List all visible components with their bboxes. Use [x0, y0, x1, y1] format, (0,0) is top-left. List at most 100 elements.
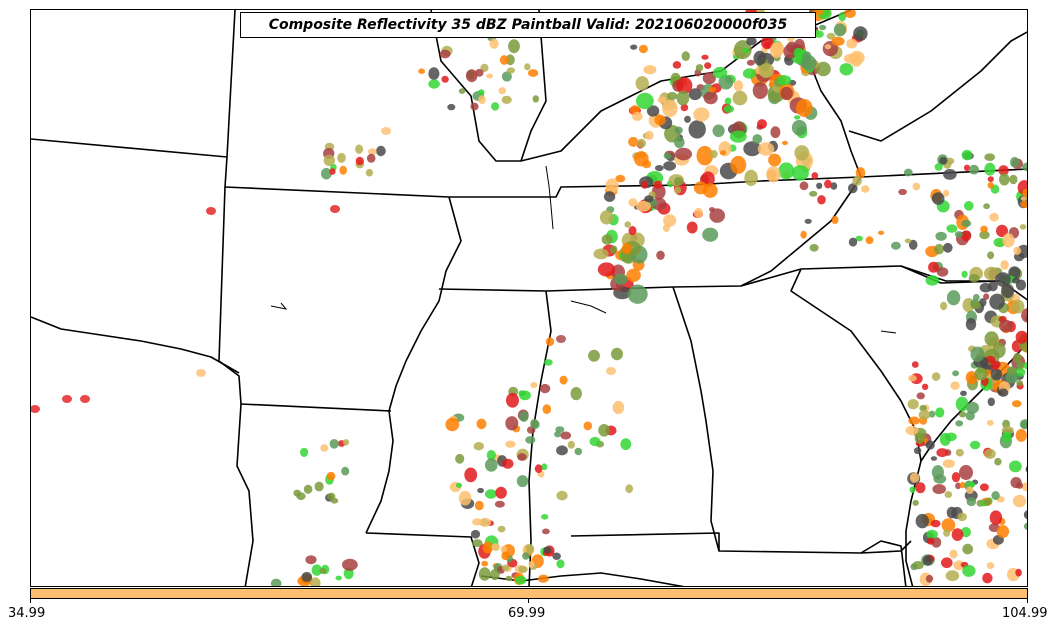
reflectivity-blob	[979, 282, 992, 293]
reflectivity-blob	[946, 224, 958, 233]
reflectivity-blob	[556, 559, 565, 569]
reflectivity-blob	[964, 201, 974, 211]
reflectivity-blob	[960, 390, 967, 396]
reflectivity-blob	[472, 539, 483, 547]
reflectivity-blob	[908, 416, 920, 425]
reflectivity-blob	[930, 519, 941, 528]
reflectivity-blob	[441, 75, 449, 83]
reflectivity-blob	[598, 424, 610, 437]
reflectivity-blob	[830, 182, 838, 190]
reflectivity-blob	[939, 156, 948, 165]
reflectivity-blob	[428, 79, 440, 89]
reflectivity-blob	[554, 431, 562, 438]
reflectivity-blob	[626, 268, 641, 282]
reflectivity-blob	[926, 537, 935, 545]
reflectivity-blob	[696, 145, 714, 166]
reflectivity-blob	[941, 518, 956, 532]
reflectivity-blob	[843, 53, 858, 64]
reflectivity-blob	[979, 230, 990, 240]
map-frame	[30, 9, 1028, 587]
reflectivity-blob	[752, 134, 763, 144]
colorbar-tick-mark-middle	[528, 599, 529, 603]
reflectivity-blob	[919, 404, 927, 412]
reflectivity-blob	[959, 481, 966, 489]
reflectivity-blob	[632, 111, 643, 121]
reflectivity-blob	[718, 74, 734, 90]
reflectivity-blob	[954, 231, 964, 238]
reflectivity-blob	[955, 448, 964, 457]
reflectivity-blob	[196, 369, 206, 377]
reflectivity-blob	[479, 517, 492, 528]
reflectivity-blob	[673, 176, 684, 186]
reflectivity-blob	[464, 467, 478, 483]
reflectivity-blob	[733, 80, 744, 92]
reflectivity-blob	[778, 162, 795, 180]
reflectivity-blob	[724, 97, 732, 105]
reflectivity-blob	[296, 492, 306, 501]
reflectivity-blob	[530, 382, 538, 389]
reflectivity-blob	[839, 63, 854, 76]
reflectivity-blob	[676, 90, 690, 106]
reflectivity-blob	[612, 400, 625, 415]
reflectivity-blob	[824, 179, 832, 189]
reflectivity-blob	[528, 560, 535, 568]
boundary-ar-la	[240, 403, 392, 412]
reflectivity-blob	[996, 525, 1010, 538]
reflectivity-blob	[989, 293, 1005, 310]
boundary-mississippi-river	[365, 196, 462, 534]
reflectivity-blob	[757, 142, 775, 156]
reflectivity-blob	[628, 198, 638, 207]
colorbar-tick-mark-right	[1027, 599, 1028, 603]
reflectivity-blob	[480, 63, 489, 72]
reflectivity-blob	[538, 574, 549, 583]
reflectivity-blob	[486, 73, 493, 79]
reflectivity-blob	[329, 168, 336, 175]
reflectivity-blob	[491, 102, 500, 111]
reflectivity-blob	[943, 242, 953, 253]
reflectivity-blob	[672, 61, 682, 69]
reflectivity-blob	[926, 529, 938, 539]
boundary-red-river	[31, 316, 240, 374]
reflectivity-blob	[1020, 420, 1027, 429]
reflectivity-blob	[861, 185, 870, 193]
reflectivity-blob	[667, 92, 678, 100]
reflectivity-blob	[855, 235, 863, 242]
reflectivity-blob	[733, 40, 752, 60]
reflectivity-blob	[992, 342, 1006, 359]
reflectivity-blob	[368, 148, 377, 156]
reflectivity-blob	[663, 214, 677, 227]
reflectivity-blob	[501, 564, 510, 571]
reflectivity-blob	[794, 115, 801, 120]
reflectivity-blob	[940, 301, 948, 311]
reflectivity-blob	[1002, 431, 1012, 443]
reflectivity-blob	[646, 105, 660, 117]
reflectivity-blob	[320, 444, 329, 452]
reflectivity-blob	[636, 200, 651, 212]
reflectivity-blob	[583, 421, 593, 431]
reflectivity-blob	[974, 367, 988, 381]
reflectivity-blob	[485, 458, 498, 472]
reflectivity-blob	[998, 388, 1009, 397]
reflectivity-blob	[606, 367, 616, 375]
reflectivity-blob	[366, 153, 376, 163]
reflectivity-blob	[653, 180, 663, 189]
reflectivity-blob	[1015, 330, 1027, 344]
reflectivity-blob	[695, 64, 704, 72]
reflectivity-blob	[995, 272, 1011, 287]
reflectivity-blob	[525, 436, 536, 444]
reflectivity-blob	[922, 555, 933, 566]
reflectivity-blob	[475, 68, 484, 77]
reflectivity-blob	[495, 486, 507, 499]
reflectivity-blob	[544, 359, 553, 366]
lake-kentucky	[545, 165, 554, 230]
reflectivity-blob	[674, 136, 685, 149]
reflectivity-blob	[301, 571, 313, 583]
reflectivity-blob	[1005, 370, 1019, 384]
reflectivity-blob	[519, 411, 529, 422]
reflectivity-blob	[556, 335, 566, 343]
reflectivity-blob	[501, 551, 510, 561]
reflectivity-blob	[723, 105, 735, 113]
reflectivity-blob	[966, 486, 974, 495]
reflectivity-blob	[418, 68, 425, 74]
reflectivity-blob	[1016, 380, 1023, 387]
